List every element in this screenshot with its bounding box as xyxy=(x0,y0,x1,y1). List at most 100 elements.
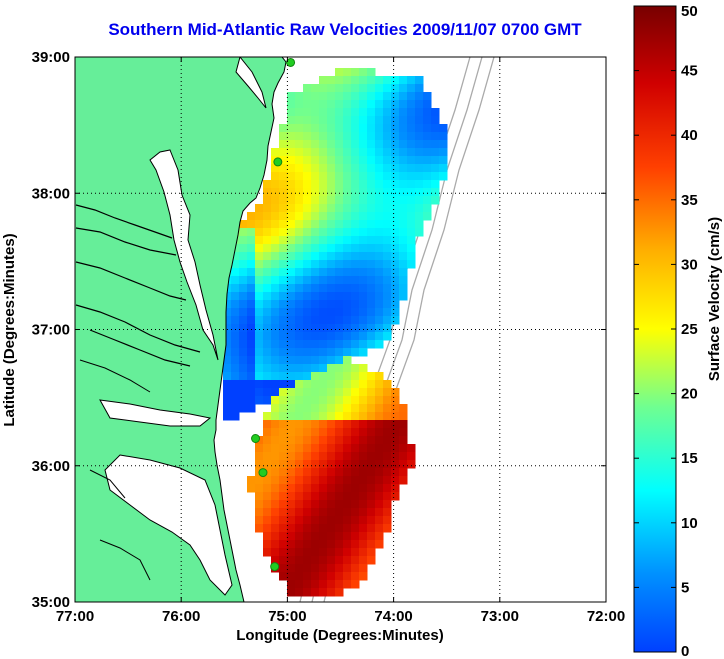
velocity-cell xyxy=(375,228,384,237)
velocity-cell xyxy=(319,116,328,125)
y-axis-ticks: 35:00 36:00 37:00 38:00 39:00 xyxy=(32,49,606,611)
velocity-cell xyxy=(359,428,368,437)
velocity-cell xyxy=(271,516,280,525)
velocity-cell xyxy=(239,228,248,237)
velocity-cell xyxy=(303,436,312,445)
velocity-cell xyxy=(271,244,280,253)
velocity-cell xyxy=(407,260,416,269)
velocity-cell xyxy=(351,540,360,549)
velocity-cell xyxy=(303,412,312,421)
velocity-cell xyxy=(367,292,376,301)
velocity-cell xyxy=(327,588,336,597)
velocity-cell xyxy=(255,452,264,461)
velocity-cell xyxy=(375,204,384,213)
velocity-cell xyxy=(279,452,288,461)
velocity-cell xyxy=(239,356,248,365)
velocity-cell xyxy=(375,492,384,501)
velocity-cell xyxy=(431,172,440,181)
velocity-cell xyxy=(263,204,272,213)
velocity-cell xyxy=(287,268,296,277)
velocity-cell xyxy=(255,252,264,261)
velocity-cell xyxy=(399,412,408,421)
velocity-cell xyxy=(295,92,304,101)
velocity-cell xyxy=(327,100,336,109)
velocity-cell xyxy=(359,524,368,533)
velocity-cell xyxy=(335,276,344,285)
velocity-cell xyxy=(263,252,272,261)
velocity-cell xyxy=(319,404,328,413)
velocity-cell xyxy=(343,404,352,413)
velocity-cell xyxy=(287,492,296,501)
velocity-cell xyxy=(263,444,272,453)
velocity-cell xyxy=(255,444,264,453)
velocity-cell xyxy=(247,348,256,357)
velocity-cell xyxy=(351,340,360,349)
velocity-cell xyxy=(343,172,352,181)
velocity-cell xyxy=(367,492,376,501)
velocity-cell xyxy=(335,140,344,149)
velocity-cell xyxy=(287,124,296,133)
velocity-cell xyxy=(231,260,240,269)
velocity-cell xyxy=(423,92,432,101)
velocity-cell xyxy=(247,484,256,493)
velocity-cell xyxy=(319,324,328,333)
velocity-cell xyxy=(263,396,272,405)
velocity-cell xyxy=(311,268,320,277)
velocity-cell xyxy=(247,268,256,277)
colorbar-tick-label: 0 xyxy=(681,643,689,659)
velocity-cell xyxy=(343,492,352,501)
velocity-cell xyxy=(375,404,384,413)
velocity-cell xyxy=(383,244,392,253)
velocity-cell xyxy=(399,260,408,269)
velocity-cell xyxy=(303,556,312,565)
velocity-cell xyxy=(279,380,288,389)
velocity-cell xyxy=(367,532,376,541)
velocity-cell xyxy=(279,196,288,205)
velocity-cell xyxy=(223,404,232,413)
velocity-cell xyxy=(239,220,248,229)
velocity-cell xyxy=(295,292,304,301)
velocity-cell xyxy=(303,500,312,509)
velocity-cell xyxy=(311,564,320,573)
velocity-cell xyxy=(255,292,264,301)
velocity-cell xyxy=(335,348,344,357)
velocity-cell xyxy=(319,516,328,525)
velocity-cell xyxy=(407,124,416,133)
velocity-cell xyxy=(327,396,336,405)
colorbar-tick-label: 40 xyxy=(681,127,698,144)
velocity-cell xyxy=(223,316,232,325)
velocity-cell xyxy=(439,164,448,173)
velocity-cell xyxy=(415,220,424,229)
velocity-cell xyxy=(319,444,328,453)
velocity-cell xyxy=(359,164,368,173)
velocity-cell xyxy=(415,164,424,173)
velocity-cell xyxy=(319,300,328,309)
velocity-cell xyxy=(263,484,272,493)
velocity-cell xyxy=(335,404,344,413)
velocity-cell xyxy=(367,524,376,533)
velocity-cell xyxy=(271,316,280,325)
velocity-cell xyxy=(271,252,280,261)
velocity-cell xyxy=(327,524,336,533)
velocity-cell xyxy=(327,484,336,493)
potomac-river xyxy=(75,204,177,256)
velocity-cell xyxy=(319,452,328,461)
velocity-cell xyxy=(359,220,368,229)
velocity-cell xyxy=(247,236,256,245)
velocity-cell xyxy=(223,356,232,365)
colorbar-label: Surface Velocity (cm/s) xyxy=(706,217,723,381)
velocity-cell xyxy=(263,284,272,293)
velocity-cell xyxy=(383,428,392,437)
velocity-cell xyxy=(295,140,304,149)
velocity-cell xyxy=(343,540,352,549)
velocity-cell xyxy=(279,420,288,429)
velocity-cell xyxy=(263,316,272,325)
velocity-cell xyxy=(231,388,240,397)
velocity-cell xyxy=(231,340,240,349)
velocity-cell xyxy=(279,332,288,341)
velocity-cell xyxy=(247,364,256,373)
velocity-cell xyxy=(255,300,264,309)
velocity-cell xyxy=(375,284,384,293)
velocity-cell xyxy=(231,276,240,285)
velocity-cell xyxy=(335,420,344,429)
